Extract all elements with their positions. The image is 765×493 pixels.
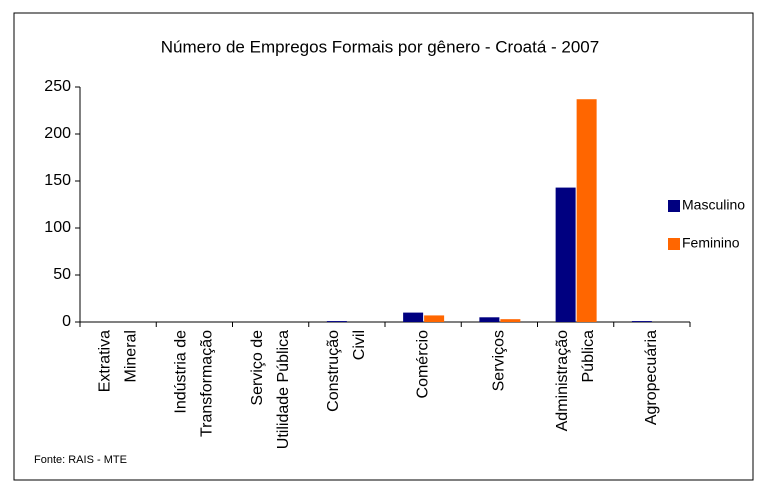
x-tick-label: Transformação	[199, 330, 216, 437]
y-tick-label: 150	[44, 172, 71, 189]
y-tick-label: 100	[44, 219, 71, 236]
y-tick-label: 200	[44, 125, 71, 142]
bar	[555, 187, 576, 322]
x-tick-label: Mineral	[122, 330, 139, 382]
bar	[424, 315, 445, 322]
chart-border	[13, 12, 754, 481]
bar	[403, 312, 424, 322]
bar	[576, 99, 597, 322]
x-tick-label: Administração	[554, 330, 571, 431]
x-tick-label: Civil	[351, 330, 368, 360]
x-tick-label: Comércio	[414, 330, 431, 399]
bar	[631, 321, 652, 322]
bar	[479, 317, 500, 322]
chart-title: Número de Empregos Formais por gênero - …	[161, 37, 599, 56]
source-note: Fonte: RAIS - MTE	[34, 454, 127, 466]
x-tick-label: Agropecuária	[643, 330, 660, 425]
y-tick-label: 250	[44, 78, 71, 95]
legend-swatch	[668, 200, 680, 212]
x-tick-label: Serviços	[491, 330, 508, 391]
x-tick-label: Extrativa	[96, 330, 113, 392]
x-tick-label: Indústria de	[173, 330, 190, 414]
bar	[326, 321, 347, 322]
legend-label: Feminino	[682, 235, 740, 251]
y-tick-label: 0	[62, 313, 71, 330]
legend-label: Masculino	[682, 197, 745, 213]
y-tick-label: 50	[53, 266, 71, 283]
x-tick-label: Pública	[580, 330, 597, 383]
x-tick-label: Construção	[325, 330, 342, 412]
bar	[500, 319, 521, 322]
x-tick-label: Serviço de	[249, 330, 266, 406]
legend-swatch	[668, 238, 680, 250]
x-tick-label: Utilidade Pública	[275, 330, 292, 449]
